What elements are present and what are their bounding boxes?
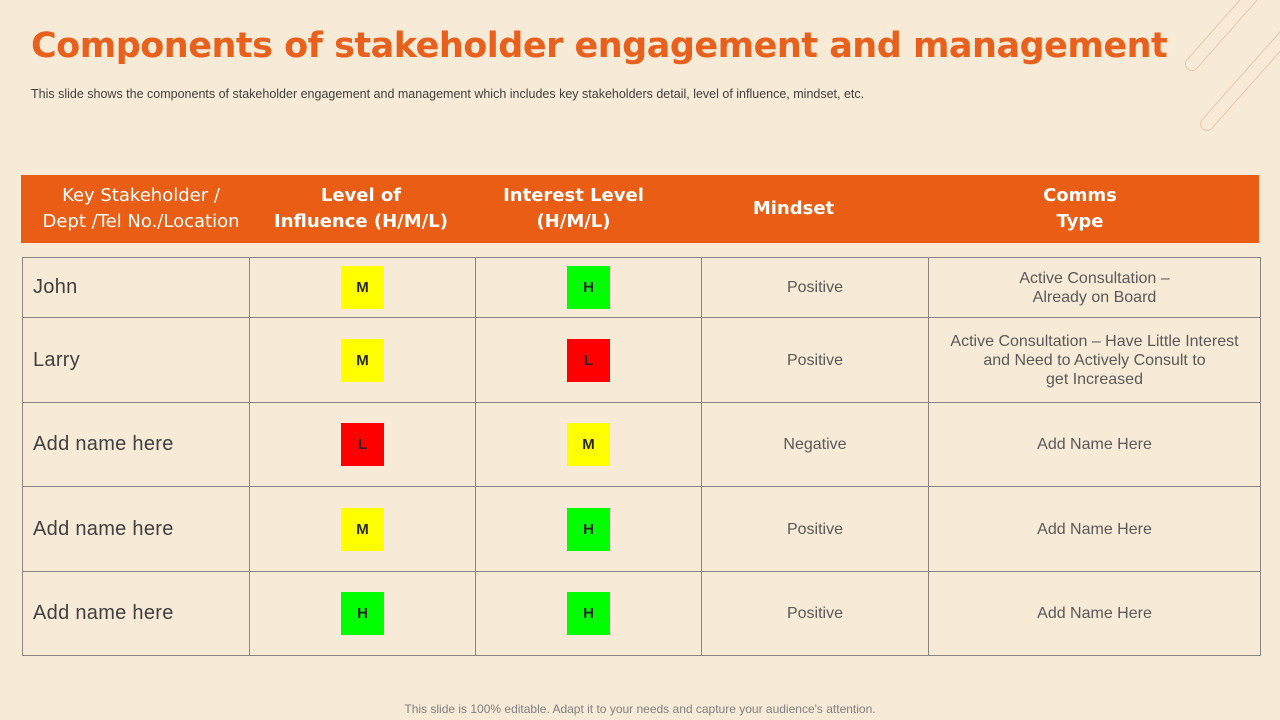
header-interest: Interest Level (H/M/L): [503, 185, 644, 232]
interest-badge: L: [567, 338, 610, 382]
mindset-cell: Positive: [701, 317, 929, 403]
interest-badge: H: [567, 592, 610, 635]
stakeholder-name: John: [22, 257, 250, 318]
mindset-cell: Positive: [701, 571, 929, 656]
interest-badge: H: [567, 266, 610, 309]
interest-badge: M: [567, 423, 610, 466]
footer-note: This slide is 100% editable. Adapt it to…: [404, 702, 876, 716]
comms-type-cell: Add Name Here: [928, 486, 1261, 572]
comms-type-cell: Add Name Here: [928, 571, 1261, 656]
influence-badge: L: [341, 423, 384, 466]
stakeholder-name: Add name here: [22, 402, 250, 487]
table-row: Add name here L M Negative Add Name Here: [22, 402, 1261, 487]
mindset-cell: Positive: [701, 486, 929, 572]
comms-type-cell: Active Consultation – Already on Board: [928, 257, 1261, 318]
page-title: Components of stakeholder engagement and…: [31, 26, 1168, 66]
table-row: Add name here M H Positive Add Name Here: [22, 486, 1261, 572]
stakeholder-name: Add name here: [22, 486, 250, 572]
comms-type-cell: Add Name Here: [928, 402, 1261, 487]
stakeholder-name: Add name here: [22, 571, 250, 656]
table-row: Larry M L Positive Active Consultation –…: [22, 317, 1261, 403]
influence-badge: M: [341, 338, 384, 382]
stakeholder-table: John M H Positive Active Consultation – …: [22, 257, 1261, 656]
stakeholder-name: Larry: [22, 317, 250, 403]
mindset-cell: Positive: [701, 257, 929, 318]
decorative-lines-icon: [1185, 0, 1280, 131]
header-mindset: Mindset: [752, 198, 835, 219]
page-subtitle: This slide shows the components of stake…: [31, 87, 865, 101]
table-header: Key Stakeholder / Dept /Tel No./Location…: [21, 175, 1259, 243]
table-row: Add name here H H Positive Add Name Here: [22, 571, 1261, 656]
influence-badge: M: [341, 507, 384, 551]
influence-badge: M: [341, 266, 384, 309]
header-stakeholder: Key Stakeholder / Dept /Tel No./Location: [42, 185, 240, 232]
table-row: John M H Positive Active Consultation – …: [22, 257, 1261, 318]
comms-type-cell: Active Consultation – Have Little Intere…: [928, 317, 1261, 403]
header-comms-type: Comms Type: [1043, 185, 1117, 232]
mindset-cell: Negative: [701, 402, 929, 487]
interest-badge: H: [567, 507, 610, 551]
influence-badge: H: [341, 592, 384, 635]
header-influence: Level of Influence (H/M/L): [274, 185, 448, 232]
